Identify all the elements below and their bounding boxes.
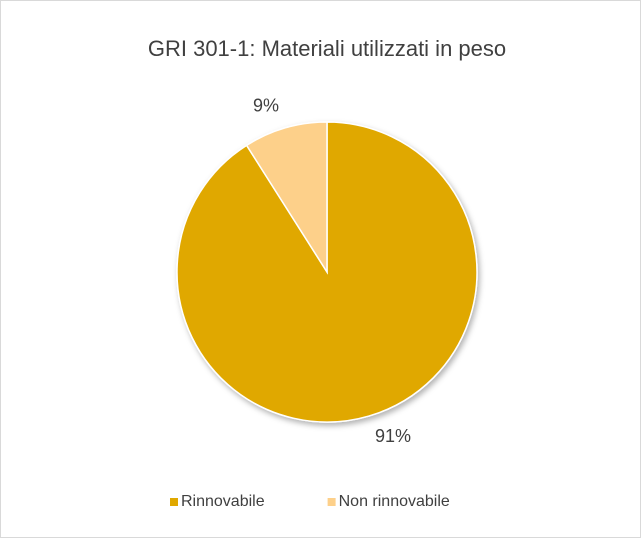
- pie: [176, 121, 478, 423]
- chart-title: GRI 301-1: Materiali utilizzati in peso: [148, 36, 506, 61]
- pie-slice: [245, 121, 328, 275]
- data-label: 9%: [253, 96, 279, 116]
- legend-swatch: [170, 498, 178, 506]
- data-label: 91%: [375, 426, 411, 446]
- legend-label: Non rinnovabile: [339, 493, 450, 510]
- legend-label: Rinnovabile: [181, 493, 265, 510]
- legend-swatch: [327, 498, 336, 506]
